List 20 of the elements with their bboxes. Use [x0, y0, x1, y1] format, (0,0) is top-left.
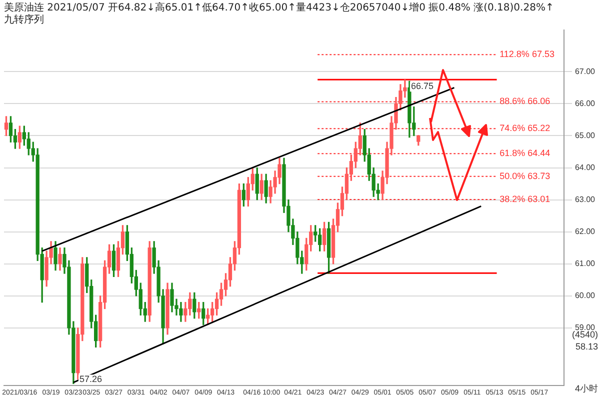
text: 4小时: [574, 383, 598, 394]
y-tick-label: 67.00: [574, 66, 596, 76]
ref-line-label: 112.8% 67.53: [500, 49, 554, 60]
ref-line-label: 74.6% 65.22: [500, 123, 550, 134]
y-tick-label: 66.00: [574, 98, 596, 108]
text: 58.13: [575, 341, 598, 352]
y-tick-label: 60.00: [574, 291, 596, 300]
annotation: 66.75: [410, 81, 434, 92]
y-tick-label: 63.00: [574, 194, 596, 204]
chart-subtitle: 九转序列: [4, 14, 44, 26]
y-tick-label: 64.00: [574, 162, 596, 172]
ref-line-label: 50.0% 63.73: [500, 170, 550, 181]
chart-title: 美原油连 2021/05/07 开64.82↓高65.01↑低64.70↑收65.00↑量4423↓仓20657040↓增0 振0.48% 涨(0.18)0.28%↑: [4, 2, 554, 14]
y-tick-label: 62.00: [574, 227, 596, 236]
y-tick-label: 65.00: [574, 130, 596, 140]
ref-line-label: 38.2% 63.01: [500, 194, 550, 204]
y-tick-label: 61.00: [574, 259, 596, 268]
ref-line-label: 88.6% 66.06: [500, 96, 550, 106]
annotation: 57.26: [79, 374, 102, 384]
ref-line-label: 61.8% 64.44: [500, 148, 550, 158]
